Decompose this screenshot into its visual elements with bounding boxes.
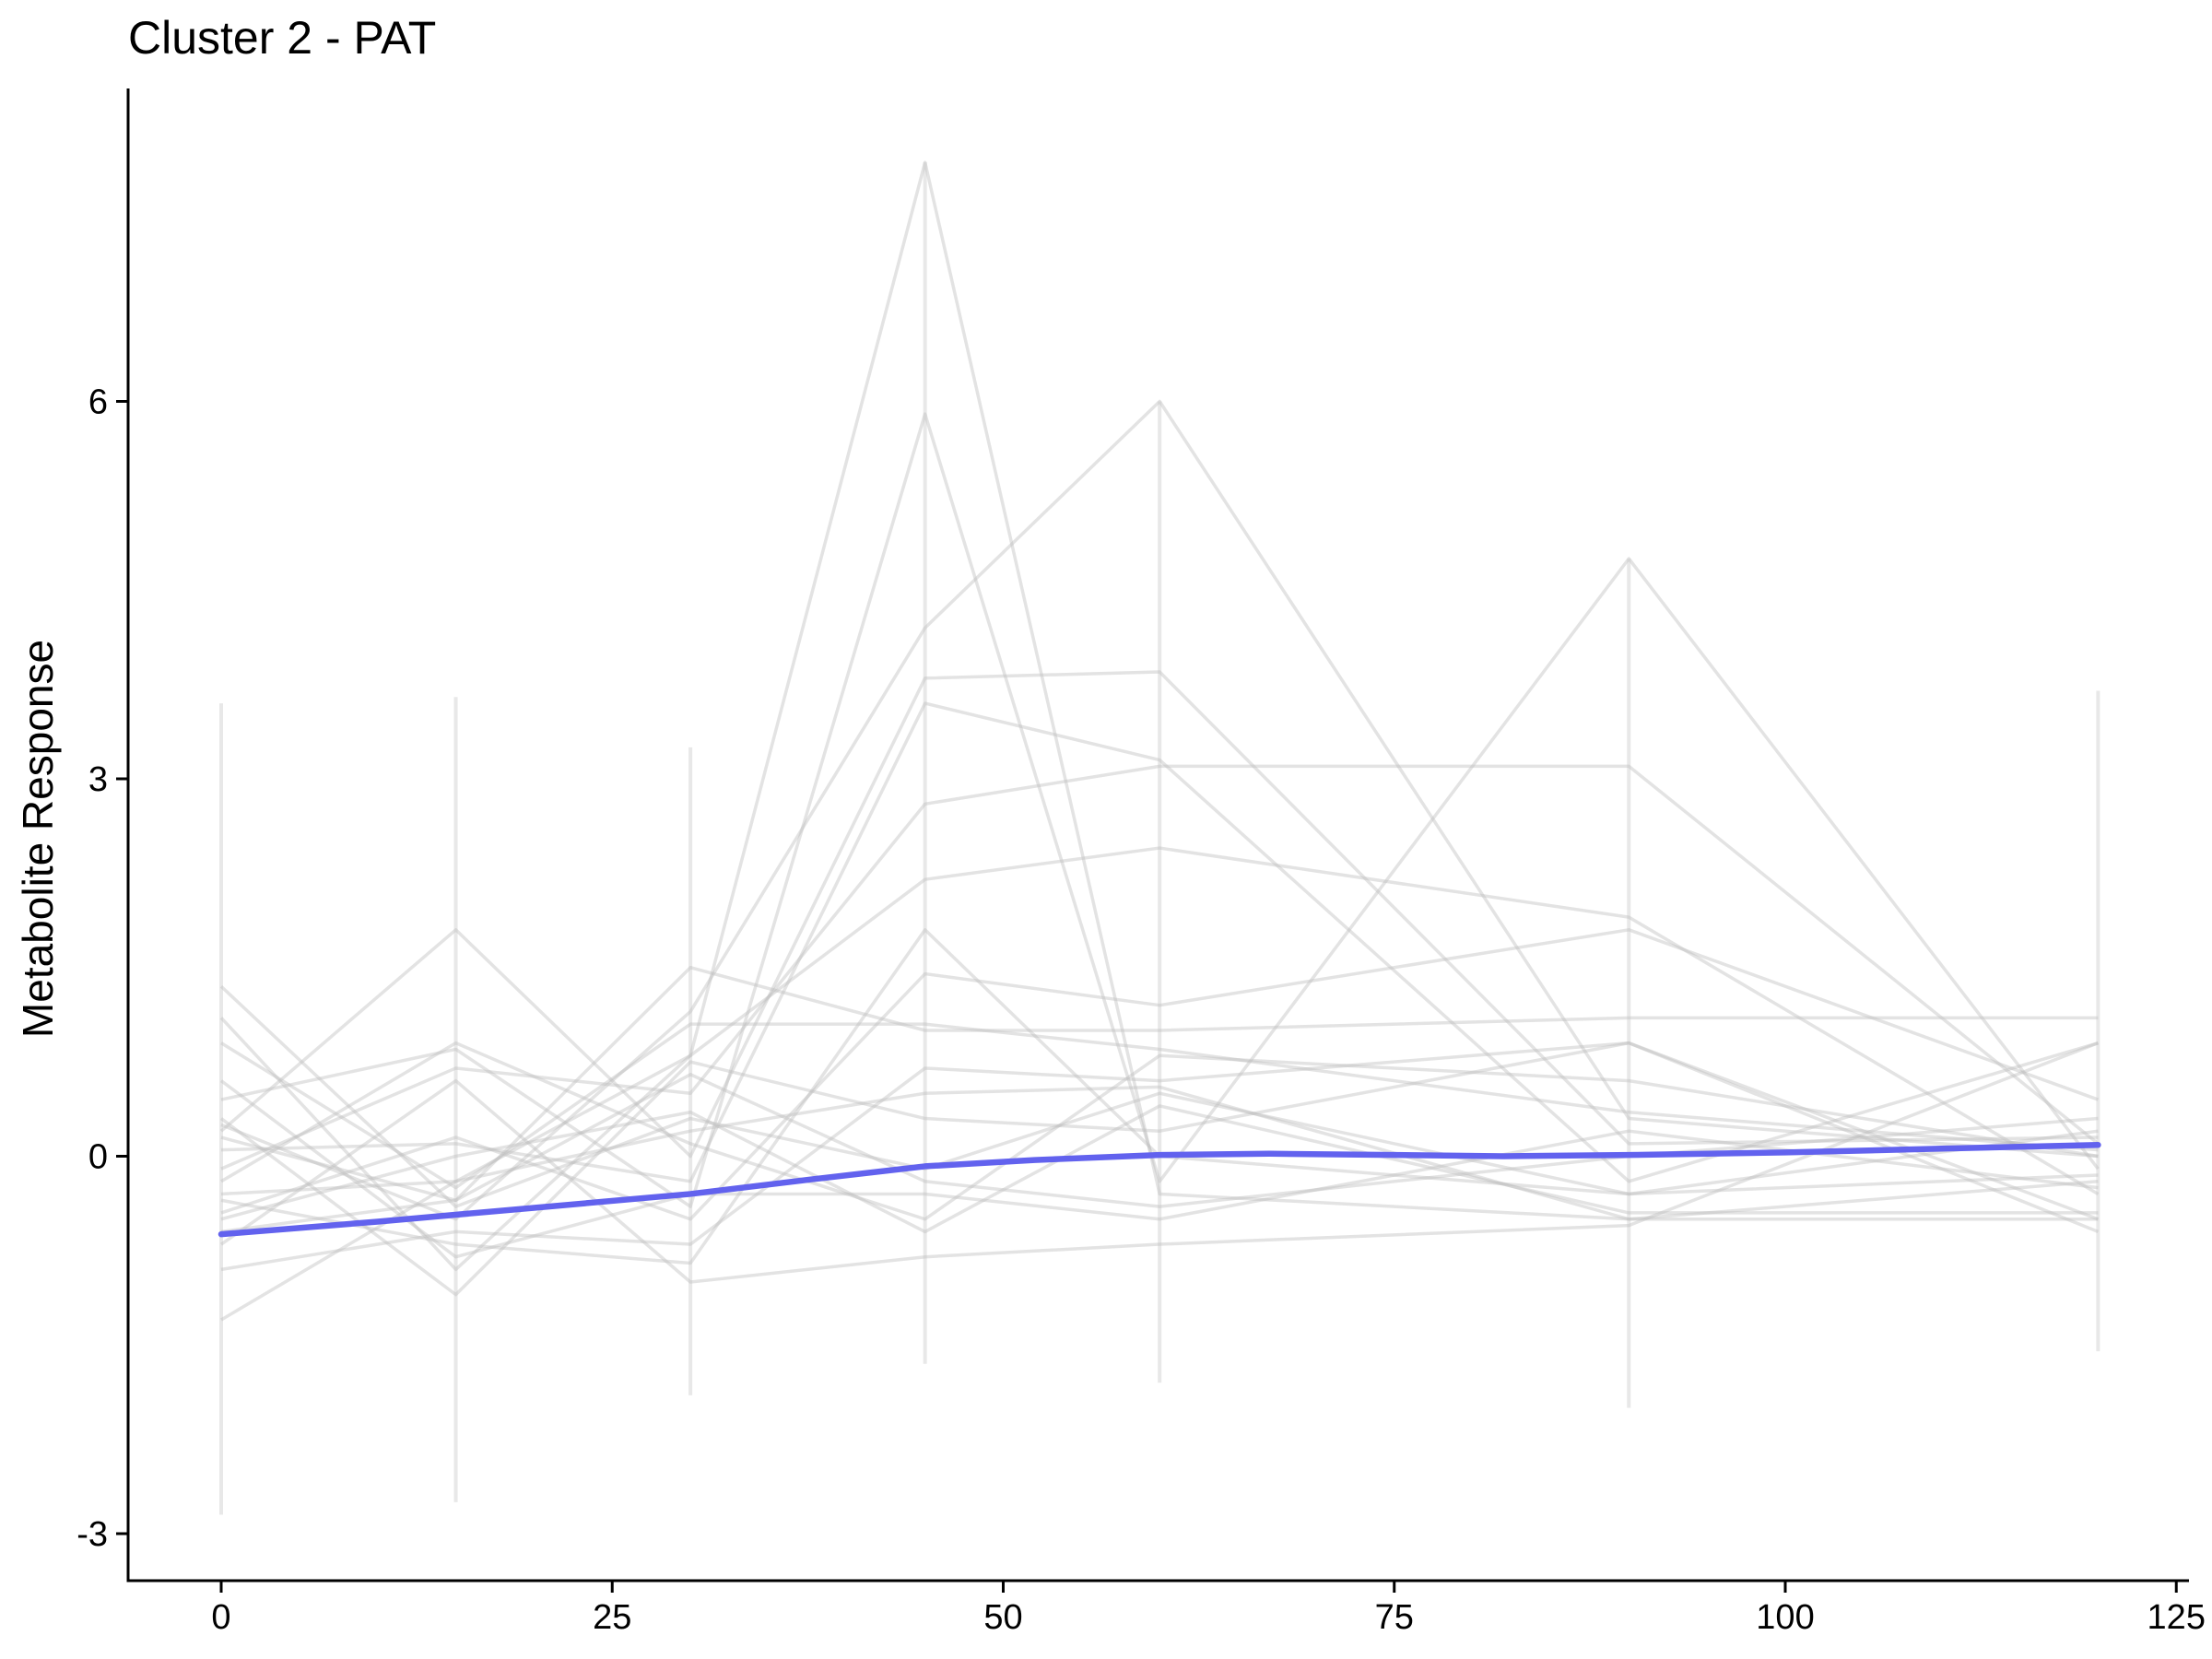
x-tick-label: 100 <box>1756 1598 1814 1637</box>
trend-line <box>218 1141 2101 1238</box>
series-line <box>219 1041 2100 1297</box>
series-line <box>219 160 2099 1272</box>
y-tick-label: -3 <box>76 1515 108 1554</box>
chart-title: Cluster 2 - PAT <box>128 12 437 64</box>
series-line <box>220 1022 2099 1190</box>
series-line <box>220 1041 2099 1221</box>
y-tick-label: 0 <box>88 1138 108 1177</box>
y-tick-label: 3 <box>88 760 108 799</box>
series-line <box>220 1085 2099 1322</box>
x-tick-label: 25 <box>593 1598 631 1637</box>
series-line <box>220 846 2100 1196</box>
x-tick-label: 125 <box>2147 1598 2206 1637</box>
series-line <box>220 966 2099 1234</box>
trend-line-layer <box>218 1141 2101 1238</box>
series-line <box>219 1041 2100 1284</box>
series-line <box>219 1079 2099 1259</box>
x-tick-label: 0 <box>211 1598 230 1637</box>
series-line <box>220 928 2099 1221</box>
series-line <box>219 670 2099 1159</box>
series-line <box>220 701 2099 1183</box>
series-line <box>220 764 2100 1171</box>
series-line <box>220 928 2099 1265</box>
series-line <box>220 1041 2100 1272</box>
x-tick-label: 75 <box>1375 1598 1414 1637</box>
y-tick-label: 6 <box>88 383 108 422</box>
series-line <box>220 412 2100 1208</box>
series-line <box>220 399 2099 1221</box>
y-axis-title: Metabolite Response <box>14 640 62 1038</box>
series-line <box>220 1104 2099 1234</box>
individual-series-layer <box>219 160 2100 1322</box>
axes: 0 25 50 75 100 125 -3 0 3 6 <box>76 88 2206 1637</box>
x-tick-label: 50 <box>983 1598 1022 1637</box>
timepoint-range-layer <box>219 162 2100 1515</box>
